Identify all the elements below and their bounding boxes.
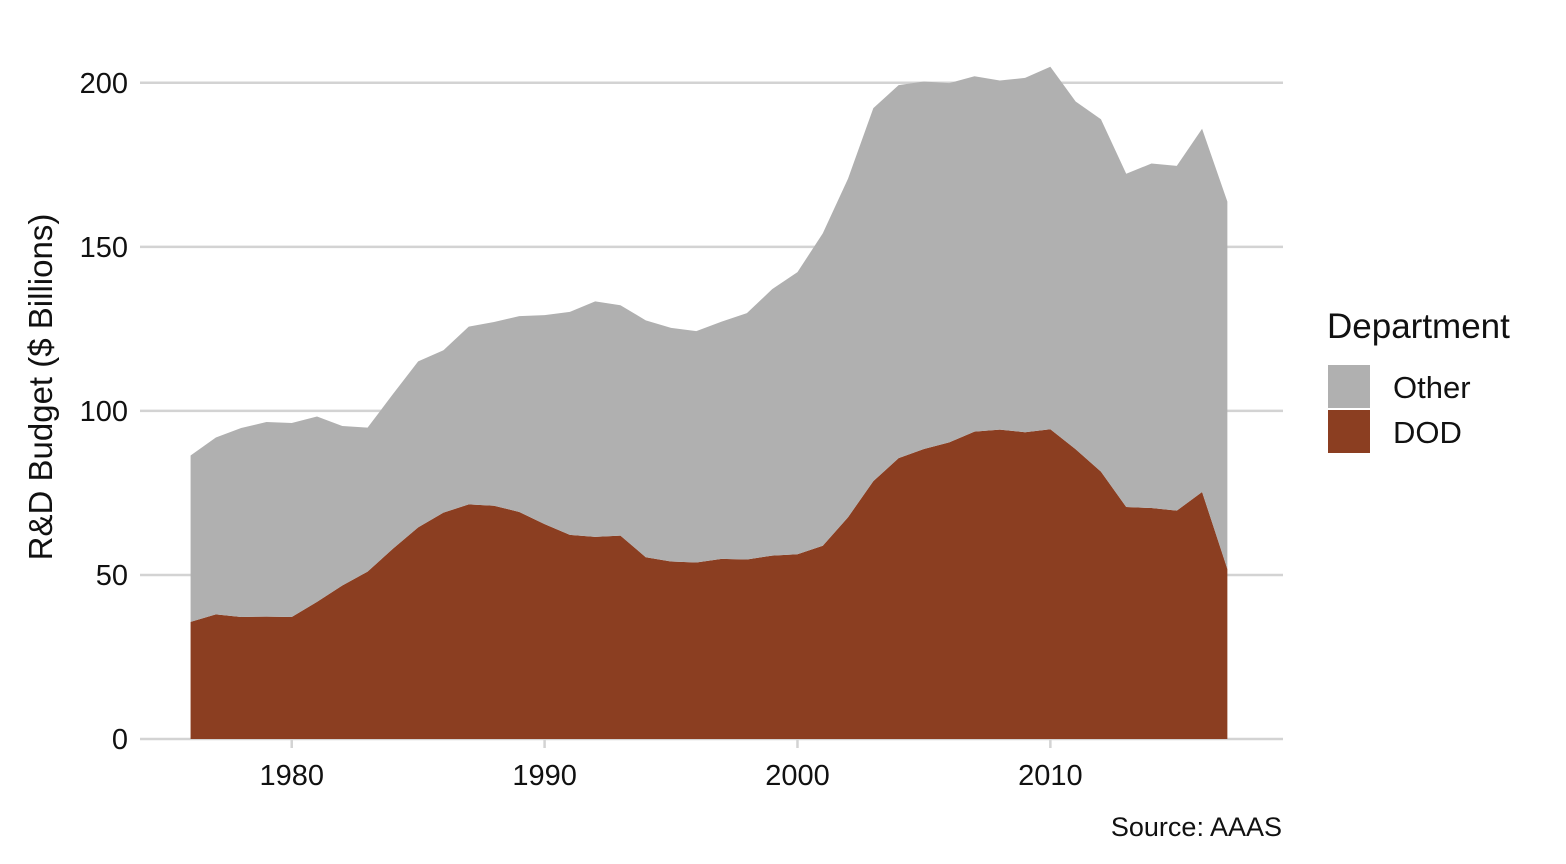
legend-swatch-other (1328, 365, 1370, 408)
area-dod (190, 429, 1228, 739)
y-tick-label-50: 50 (96, 560, 128, 592)
legend-title: Department (1327, 307, 1510, 346)
legend-items: Other DOD (1328, 365, 1471, 453)
area-other (190, 66, 1228, 622)
y-tick-label-150: 150 (80, 232, 128, 264)
x-tick-label-1990: 1990 (512, 760, 577, 792)
legend-swatch-dod (1328, 410, 1370, 453)
x-tick-label-2010: 2010 (1018, 760, 1083, 792)
x-tick-label-1980: 1980 (259, 760, 324, 792)
y-tick-label-100: 100 (80, 396, 128, 428)
legend-label-other: Other (1393, 370, 1471, 405)
legend: Department Other DOD (1327, 307, 1510, 453)
y-axis-ticks: 0 50 100 150 200 (80, 68, 128, 756)
legend-label-dod: DOD (1393, 415, 1462, 450)
y-axis-title: R&D Budget ($ Billions) (22, 214, 59, 561)
y-tick-label-200: 200 (80, 68, 128, 100)
y-tick-label-0: 0 (112, 724, 128, 756)
stacked-areas (190, 66, 1228, 739)
x-axis-ticks: 1980 1990 2000 2010 (259, 739, 1083, 792)
source-caption: Source: AAAS (1111, 812, 1282, 842)
x-tick-label-2000: 2000 (765, 760, 830, 792)
